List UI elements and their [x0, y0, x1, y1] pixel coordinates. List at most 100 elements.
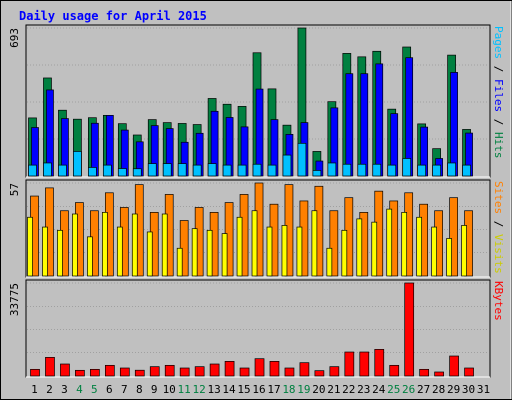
bar-files-day-16 [255, 88, 264, 177]
bar-files-day-23 [360, 73, 369, 177]
panel-kbytes-legend-text: KBytes [492, 281, 505, 321]
x-tick-label-day-28: 28 [432, 383, 445, 396]
bar-kbytes-day-15 [239, 367, 250, 377]
bar-visits-day-7 [116, 226, 123, 277]
bar-kbytes-day-29 [449, 355, 459, 377]
panel-hits-legend: Pages / Files / Hits [492, 26, 505, 159]
bar-visits-day-3 [57, 229, 63, 277]
x-tick-label-day-17: 17 [267, 383, 280, 396]
bar-kbytes-day-21 [329, 366, 340, 377]
legend-sites: Sites [492, 181, 505, 214]
x-tick-label-day-21: 21 [327, 383, 340, 396]
bar-kbytes-day-19 [299, 362, 310, 377]
bar-files-day-22 [345, 73, 354, 177]
panel-visits-legend-text: Sites / Visits [492, 181, 505, 274]
x-tick-label-day-10: 10 [163, 383, 176, 396]
bar-pages-day-14 [222, 164, 232, 177]
bar-pages-day-28 [432, 164, 441, 177]
bar-pages-day-13 [207, 163, 217, 177]
x-tick-label-day-27: 27 [417, 383, 430, 396]
bar-pages-day-7 [117, 168, 127, 177]
bar-pages-day-30 [462, 164, 471, 177]
legend-visits: Visits [492, 234, 505, 274]
bar-visits-day-17 [266, 226, 273, 277]
bar-visits-day-15 [236, 216, 243, 277]
bar-visits-day-6 [101, 212, 108, 277]
bar-kbytes-day-16 [254, 358, 265, 377]
bar-visits-day-1 [27, 216, 33, 277]
legend-hits: Hits [492, 132, 505, 159]
bar-kbytes-day-26 [404, 282, 415, 377]
panel-kbytes: 33775 KBytes [8, 279, 505, 378]
panel-visits-legend: Sites / Visits [492, 181, 505, 274]
bar-pages-day-11 [177, 163, 187, 177]
legend-files: Files [492, 79, 505, 112]
bar-kbytes-day-13 [209, 363, 220, 377]
bar-visits-day-26 [401, 212, 408, 277]
bar-kbytes-day-12 [194, 366, 205, 377]
panel-kbytes-y-tick-label: 33775 [8, 283, 21, 316]
legend-separator: / [492, 59, 505, 79]
chart-title: Daily usage for April 2015 [19, 9, 207, 23]
bar-pages-day-23 [357, 163, 367, 177]
panel-visits-y-tick-label: 57 [8, 183, 21, 196]
bar-pages-day-21 [327, 162, 337, 177]
panel-kbytes-legend: KBytes [492, 281, 505, 321]
bar-kbytes-day-18 [284, 367, 295, 377]
bar-sites-day-21 [329, 210, 339, 277]
bar-pages-day-19 [297, 142, 307, 177]
bar-pages-day-17 [267, 164, 277, 177]
bar-kbytes-day-14 [224, 361, 235, 377]
panel-hits-legend-text: Pages / Files / Hits [492, 26, 505, 159]
x-tick-label-day-14: 14 [222, 383, 236, 396]
x-tick-label-day-15: 15 [237, 383, 250, 396]
bar-visits-day-4 [72, 213, 78, 277]
bar-visits-day-16 [251, 210, 258, 277]
bar-kbytes-day-27 [419, 368, 430, 377]
bar-visits-day-12 [191, 228, 198, 277]
bar-pages-day-5 [88, 167, 97, 177]
x-tick-label-day-13: 13 [207, 383, 220, 396]
bar-pages-day-24 [372, 163, 382, 177]
bar-kbytes-day-3 [60, 363, 70, 377]
bar-visits-day-9 [146, 231, 153, 277]
chart-panels: 693 Pages / Files / Hits 57 Sites / Visits 3… [8, 24, 505, 378]
bar-kbytes-day-4 [75, 369, 85, 377]
bar-kbytes-day-1 [30, 368, 40, 377]
bar-visits-day-30 [461, 225, 467, 277]
x-tick-label-day-6: 6 [106, 383, 113, 396]
bar-pages-day-29 [447, 162, 456, 177]
bar-pages-day-18 [282, 154, 292, 177]
x-tick-label-day-19: 19 [297, 383, 310, 396]
bar-kbytes-day-6 [104, 364, 115, 377]
x-tick-label-day-11: 11 [178, 383, 191, 396]
bar-kbytes-day-8 [134, 369, 145, 377]
bar-kbytes-day-7 [119, 367, 130, 377]
x-axis-labels: 1 2 3 4 5 6 7 8 9 10 11 12 13 14 15 16 17 18 19 20 21 22 23 24 2… [31, 383, 490, 396]
bar-pages-day-26 [402, 158, 412, 177]
bar-kbytes-day-17 [269, 361, 280, 377]
bar-pages-day-27 [417, 164, 427, 177]
bar-kbytes-day-5 [90, 368, 100, 377]
bar-visits-day-28 [431, 226, 437, 277]
x-tick-label-day-23: 23 [357, 383, 370, 396]
bar-kbytes-day-20 [314, 370, 325, 377]
bar-kbytes-day-10 [164, 364, 175, 377]
x-tick-label-day-31: 31 [477, 383, 490, 396]
x-tick-label-day-4: 4 [76, 383, 83, 396]
bar-kbytes-day-28 [434, 371, 444, 377]
x-tick-label-day-25: 25 [387, 383, 400, 396]
x-tick-label-day-7: 7 [121, 383, 128, 396]
legend-separator: / [492, 112, 505, 132]
legend-pages: Pages [492, 26, 505, 59]
bar-kbytes-day-22 [344, 351, 355, 377]
bar-visits-day-25 [386, 208, 393, 277]
bar-files-day-24 [375, 63, 384, 177]
bar-visits-day-21 [326, 247, 333, 277]
x-tick-label-day-16: 16 [252, 383, 265, 396]
bar-pages-day-22 [342, 163, 352, 177]
bar-pages-day-12 [192, 164, 202, 177]
bar-visits-day-13 [206, 229, 213, 277]
bar-visits-day-2 [42, 226, 48, 277]
bar-sites-day-29 [449, 197, 458, 277]
